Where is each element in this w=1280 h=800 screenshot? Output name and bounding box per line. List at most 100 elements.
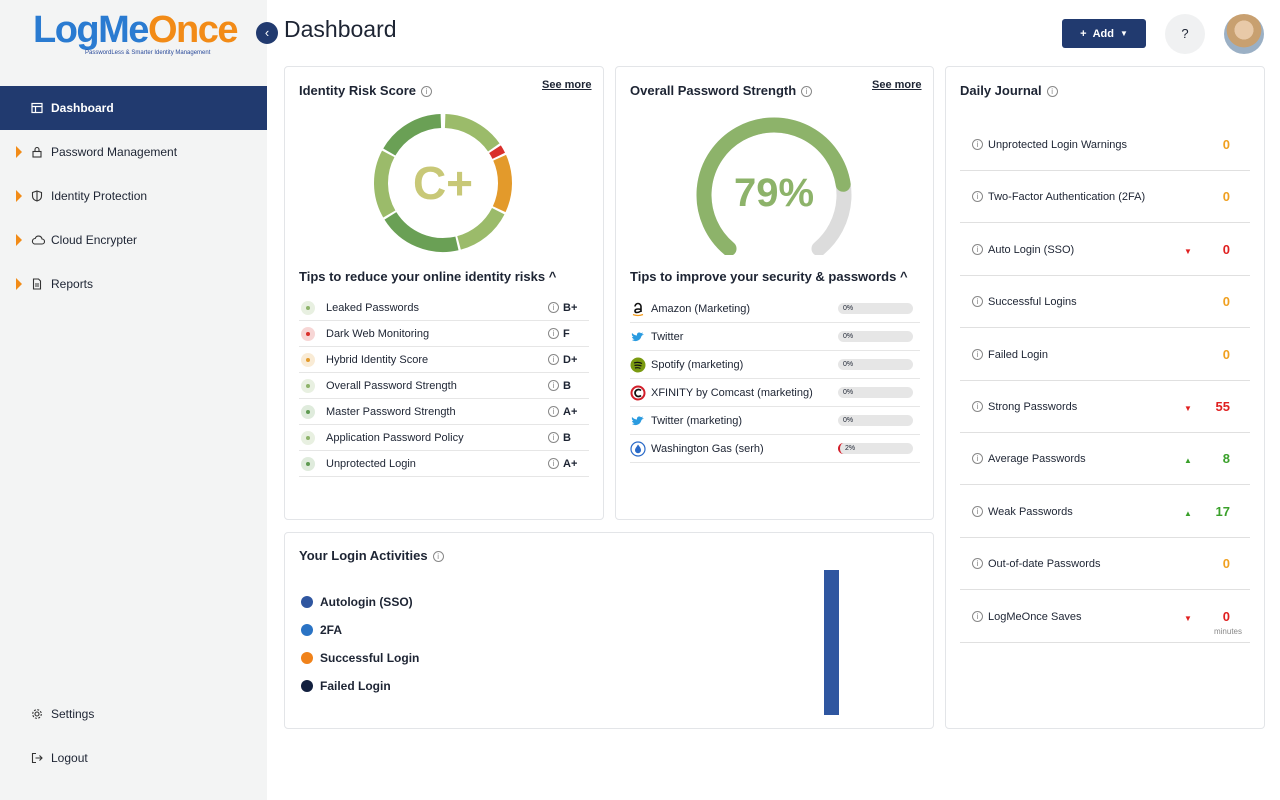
journal-value: 0 [1222, 189, 1230, 205]
password-tip-row[interactable]: XFINITY by Comcast (marketing) 0% [630, 379, 920, 407]
journal-value: 0 [1222, 294, 1230, 310]
logo[interactable]: LogMeOnce PasswordLess & Smarter Identity… [33, 11, 238, 58]
tip-name: Application Password Policy [326, 431, 464, 444]
risk-tip-row[interactable]: Overall Password Strength i B [299, 373, 589, 399]
info-icon[interactable]: i [1046, 86, 1058, 98]
gauge-fill [696, 117, 851, 255]
tip-name: Leaked Passwords [326, 301, 419, 314]
password-tip-row[interactable]: Twitter 0% [630, 323, 920, 351]
journal-row[interactable]: i LogMeOnce Saves ▼ 0 minutes [960, 591, 1250, 643]
journal-row[interactable]: i Weak Passwords ▲ 17 [960, 486, 1250, 538]
card-title: Identity Risk Score i [299, 83, 433, 98]
status-dot [301, 456, 315, 471]
card-title: Daily Journal i [960, 83, 1058, 98]
password-strength-card: Overall Password Strength i See more 79% … [615, 66, 934, 520]
sidebar-item-label: Identity Protection [51, 189, 148, 203]
donut-segment [456, 207, 505, 250]
risk-tip-row[interactable]: Application Password Policy i B [299, 425, 589, 451]
info-icon[interactable]: i [548, 328, 559, 339]
card-title: Your Login Activities i [299, 548, 444, 563]
tips-title: Tips to reduce your online identity risk… [299, 269, 546, 284]
info-icon[interactable]: i [972, 558, 983, 570]
info-icon[interactable]: i [972, 610, 983, 622]
unit-label: minutes [1213, 626, 1242, 636]
info-icon[interactable]: i [548, 354, 559, 365]
add-button[interactable]: + Add ▼ [1062, 19, 1146, 48]
info-icon[interactable]: i [548, 302, 559, 313]
see-more-link[interactable]: See more [542, 79, 592, 91]
info-icon[interactable]: i [548, 458, 559, 469]
info-icon[interactable]: i [972, 191, 983, 203]
journal-row[interactable]: i Failed Login 0 [960, 329, 1250, 381]
risk-tip-row[interactable]: Dark Web Monitoring i F [299, 321, 589, 347]
journal-label: Out-of-date Passwords [988, 558, 1101, 571]
sidebar-item-dashboard[interactable]: Dashboard [0, 86, 267, 130]
logo-text-accent: Once [147, 9, 239, 51]
caret-right-icon [16, 190, 22, 202]
site-name: Twitter (marketing) [651, 414, 743, 427]
info-icon[interactable]: i [972, 243, 983, 255]
info-icon[interactable]: i [972, 505, 983, 517]
journal-row[interactable]: i Average Passwords ▲ 8 [960, 433, 1250, 486]
legend-item: Successful Login [301, 651, 419, 665]
help-button[interactable]: ? [1165, 14, 1205, 54]
logo-tagline: PasswordLess & Smarter Identity Manageme… [85, 50, 211, 56]
password-tip-row[interactable]: Amazon (Marketing) 0% [630, 295, 920, 323]
journal-row[interactable]: i Successful Logins 0 [960, 276, 1250, 329]
info-icon[interactable]: i [548, 432, 559, 443]
tip-grade: B [563, 431, 571, 444]
sidebar-item-cloud-encrypter[interactable]: Cloud Encrypter [0, 218, 267, 262]
password-tip-row[interactable]: Washington Gas (serh) 2% [630, 435, 920, 463]
sidebar-item-settings[interactable]: Settings [0, 692, 267, 736]
password-tip-row[interactable]: Spotify (marketing) 0% [630, 351, 920, 379]
tips-header[interactable]: Tips to reduce your online identity risk… [299, 269, 556, 284]
sidebar-item-password-management[interactable]: Password Management [0, 130, 267, 174]
info-icon[interactable]: i [432, 551, 444, 563]
info-icon[interactable]: i [972, 453, 983, 465]
sidebar-item-identity-protection[interactable]: Identity Protection [0, 174, 267, 218]
twitter-icon [630, 413, 646, 429]
password-tip-row[interactable]: Twitter (marketing) 0% [630, 407, 920, 435]
sidebar-item-logout[interactable]: Logout [0, 736, 267, 780]
site-name: Spotify (marketing) [651, 358, 744, 371]
info-icon[interactable]: i [548, 380, 559, 391]
journal-row[interactable]: i Strong Passwords ▼ 55 [960, 381, 1250, 433]
info-icon[interactable]: i [972, 401, 983, 412]
see-more-link[interactable]: See more [872, 79, 922, 91]
status-dot [301, 352, 315, 367]
info-icon[interactable]: i [421, 86, 433, 98]
strength-percent: 79% [733, 171, 815, 215]
risk-tip-row[interactable]: Hybrid Identity Score i D+ [299, 347, 589, 373]
sidebar-item-label: Dashboard [51, 101, 114, 115]
risk-tip-row[interactable]: Master Password Strength i A+ [299, 399, 589, 425]
chevron-up-icon: ^ [548, 269, 557, 284]
site-name: Amazon (Marketing) [651, 302, 751, 315]
journal-row[interactable]: i Auto Login (SSO) ▼ 0 [960, 224, 1250, 276]
collapse-sidebar-button[interactable]: ‹ [256, 22, 278, 44]
journal-row[interactable]: i Unprotected Login Warnings 0 [960, 119, 1250, 171]
tip-grade: B+ [563, 301, 578, 314]
info-icon[interactable]: i [972, 139, 983, 150]
sidebar-item-reports[interactable]: Reports [0, 262, 267, 306]
info-icon[interactable]: i [801, 86, 813, 98]
info-icon[interactable]: i [972, 348, 983, 360]
identity-risk-card: Identity Risk Score i See more C+ Tips to… [284, 66, 604, 520]
tip-name: Dark Web Monitoring [326, 327, 430, 340]
info-icon[interactable]: i [972, 296, 983, 308]
strength-bar: 0% [838, 331, 913, 342]
info-icon[interactable]: i [548, 406, 559, 417]
strength-bar: 0% [838, 387, 913, 398]
legend-label: Failed Login [320, 679, 391, 693]
tips-header[interactable]: Tips to improve your security & password… [630, 269, 908, 284]
status-dot [301, 404, 315, 419]
caret-right-icon [16, 278, 22, 290]
gear-icon [31, 708, 43, 720]
strength-gauge [696, 117, 852, 255]
journal-row[interactable]: i Two-Factor Authentication (2FA) 0 [960, 171, 1250, 224]
journal-row[interactable]: i Out-of-date Passwords 0 [960, 538, 1250, 591]
risk-tip-row[interactable]: Unprotected Login i A+ [299, 451, 589, 477]
site-name: XFINITY by Comcast (marketing) [651, 386, 813, 399]
tip-name: Unprotected Login [326, 457, 416, 470]
avatar[interactable] [1224, 14, 1264, 54]
risk-tip-row[interactable]: Leaked Passwords i B+ [299, 295, 589, 321]
